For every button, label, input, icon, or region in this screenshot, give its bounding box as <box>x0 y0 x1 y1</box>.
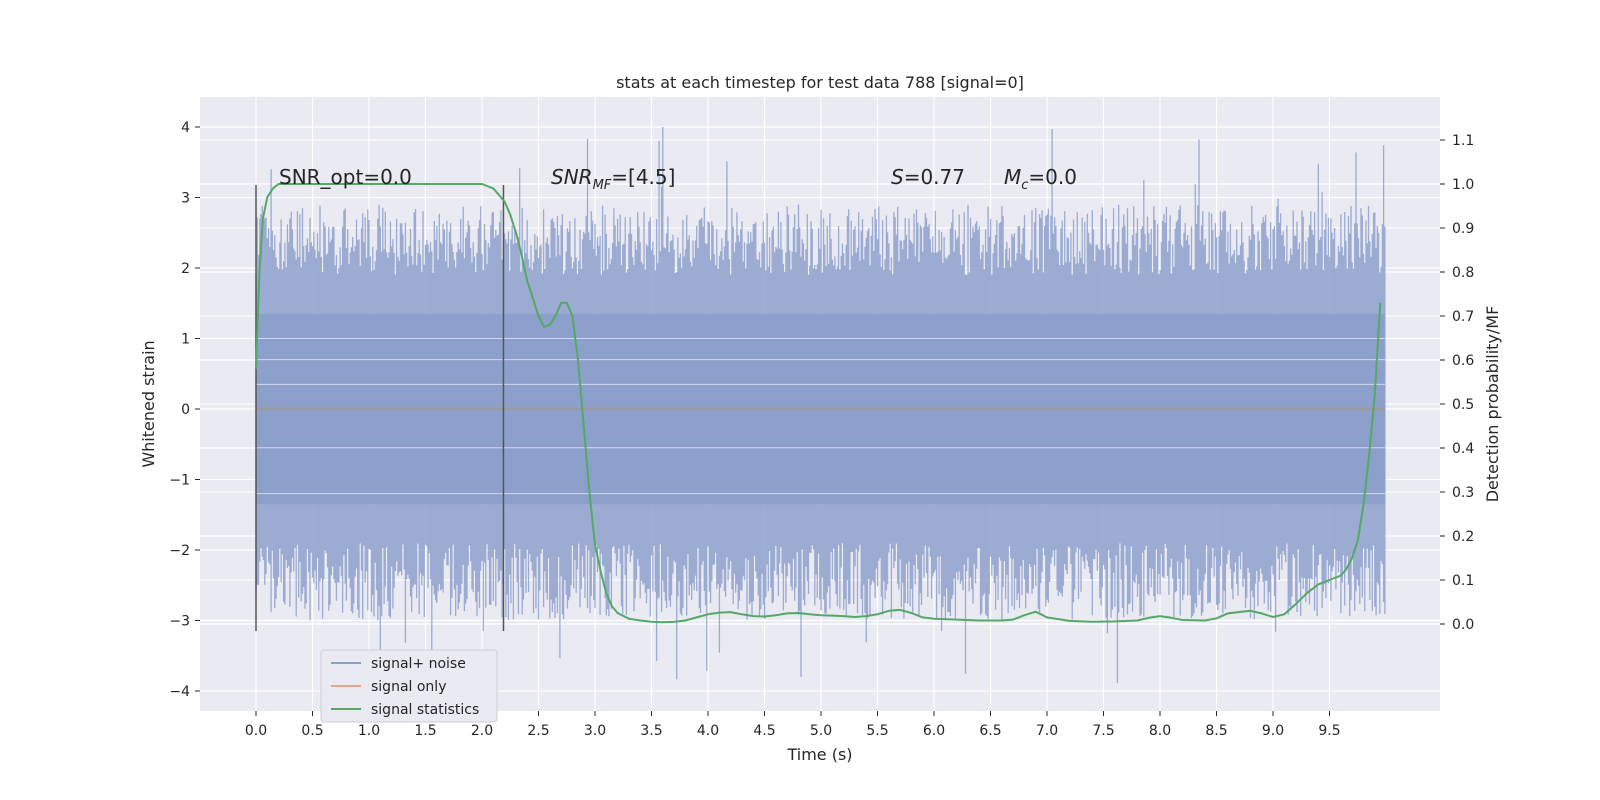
annotation-mc: Mc=0.0 <box>1004 165 1077 193</box>
x-tick-label: 3.5 <box>640 723 662 739</box>
y2-tick-label: 0.5 <box>1452 397 1474 413</box>
y-tick-labels: 4 3 2 1 0 −1 −2 −3 −4 <box>169 120 200 700</box>
s-value: =0.77 <box>904 165 965 189</box>
y2-tick-label: 0.3 <box>1452 485 1474 501</box>
x-tick-label: 8.0 <box>1149 723 1171 739</box>
snr-mf-main: SNR <box>551 165 593 189</box>
x-tick-label: 1.5 <box>414 723 436 739</box>
y-tick-label: −3 <box>169 614 190 630</box>
legend-box <box>320 649 498 723</box>
x-tick-label: 6.0 <box>923 723 945 739</box>
x-tick-label: 2.5 <box>527 723 549 739</box>
x-tick-label: 8.5 <box>1205 723 1227 739</box>
x-tick-label: 4.0 <box>697 723 719 739</box>
annotation-s: S=0.77 <box>891 165 965 189</box>
y2-tick-label: 0.2 <box>1452 529 1474 545</box>
y2-tick-label: 0.7 <box>1452 309 1474 325</box>
x-tick-label: 1.0 <box>358 723 380 739</box>
mc-value: =0.0 <box>1028 165 1077 189</box>
vertical-markers <box>255 185 505 631</box>
x-tick-label: 2.0 <box>471 723 493 739</box>
x-tick-label: 4.5 <box>753 723 775 739</box>
y2-tick-label: 0.4 <box>1452 441 1474 457</box>
x-tick-label: 9.0 <box>1262 723 1284 739</box>
snr-mf-sub: MF <box>593 178 612 193</box>
x-tick-label: 3.0 <box>584 723 606 739</box>
y2-tick-label: 1.0 <box>1452 177 1474 193</box>
y-tick-label: 2 <box>181 261 190 277</box>
s-main: S <box>891 165 904 189</box>
chart-title: stats at each timestep for test data 788… <box>616 73 1024 92</box>
x-tick-label: 5.5 <box>866 723 888 739</box>
snr-mf-value: =[4.5] <box>611 165 675 189</box>
y2-tick-label: 0.0 <box>1452 617 1474 633</box>
y2-tick-label: 1.1 <box>1452 133 1474 149</box>
annotation-snr-opt: SNR_opt=0.0 <box>279 165 412 189</box>
y2-tick-label: 0.6 <box>1452 353 1474 369</box>
x-tick-labels: 0.0 0.5 1.0 1.5 2.0 2.5 3.0 3.5 4.0 4.5 5.0 5.5 6.0 6… <box>245 711 1341 739</box>
x-tick-label: 7.5 <box>1092 723 1114 739</box>
x-tick-label: 0.0 <box>245 723 267 739</box>
y2-tick-label: 0.1 <box>1452 573 1474 589</box>
x-tick-label: 7.0 <box>1036 723 1058 739</box>
legend: signal+ noise signal only signal statist… <box>320 649 498 723</box>
x-tick-label: 9.5 <box>1318 723 1340 739</box>
y-tick-label: −4 <box>169 684 190 700</box>
x-tick-label: 0.5 <box>301 723 323 739</box>
y-tick-label: 4 <box>181 120 190 136</box>
y2-tick-label: 0.8 <box>1452 265 1474 281</box>
y-tick-label: −1 <box>169 473 190 489</box>
legend-label-signal-noise: signal+ noise <box>371 656 466 672</box>
y-axis-label: Whitened strain <box>139 340 158 467</box>
x-axis-label: Time (s) <box>786 745 852 764</box>
y2-axis-label: Detection probability/MF <box>1483 306 1502 503</box>
x-tick-label: 6.5 <box>979 723 1001 739</box>
y-tick-label: 1 <box>181 332 190 348</box>
mc-main: M <box>1004 165 1021 189</box>
x-tick-label: 5.0 <box>810 723 832 739</box>
y-tick-label: 0 <box>181 402 190 418</box>
y2-tick-labels: 1.1 1.0 0.9 0.8 0.7 0.6 0.5 0.4 0.3 0.2 0.1 0.0 <box>1440 133 1474 633</box>
signal-statistics-line <box>255 183 1382 624</box>
signal-statistics-series <box>255 183 1382 624</box>
annotation-snr-mf: SNRMF=[4.5] <box>551 165 675 193</box>
legend-label-signal-only: signal only <box>371 679 446 695</box>
y-tick-label: −2 <box>169 543 190 559</box>
mc-sub: c <box>1021 178 1028 193</box>
y2-tick-label: 0.9 <box>1452 221 1474 237</box>
legend-label-signal-statistics: signal statistics <box>371 702 479 718</box>
y-tick-label: 3 <box>181 191 190 207</box>
